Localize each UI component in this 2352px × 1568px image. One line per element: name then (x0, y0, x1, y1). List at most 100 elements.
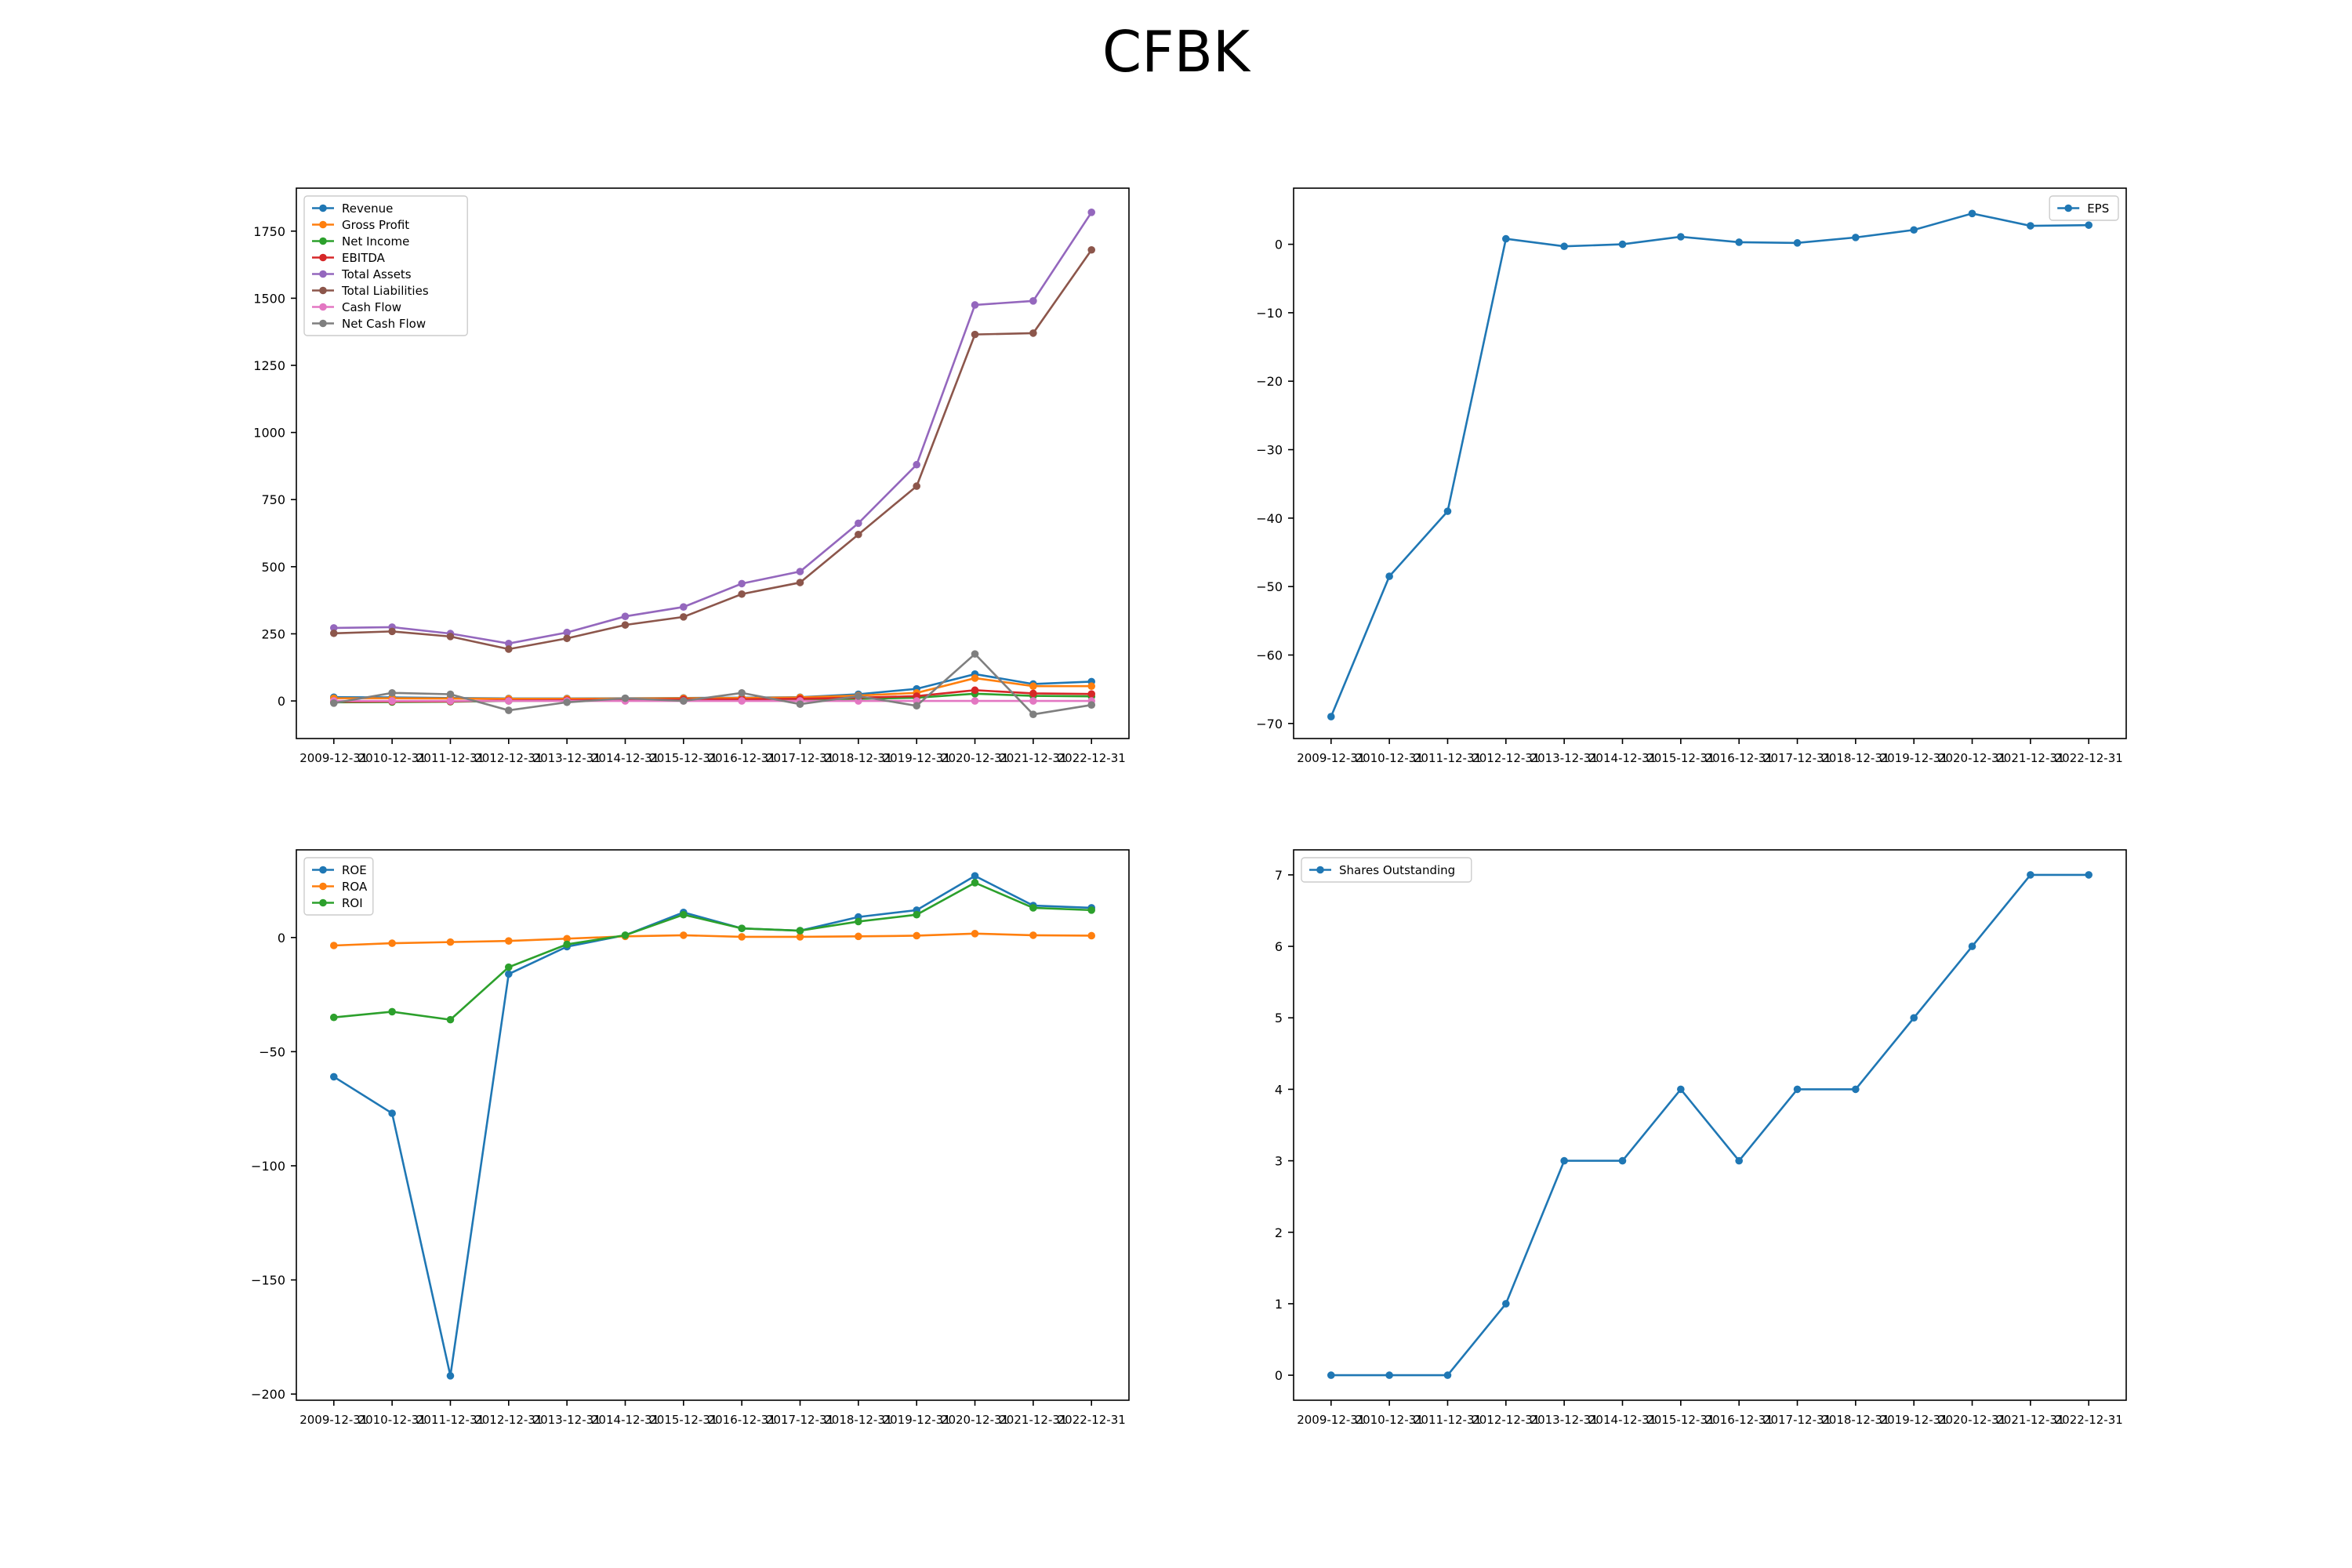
chart-ratios: 2009-12-312010-12-312011-12-312012-12-31… (251, 849, 1130, 1427)
legend-marker (319, 204, 327, 212)
x-tick-label: 2012-12-31 (474, 1413, 543, 1427)
data-point (738, 579, 746, 588)
x-tick-label: 2015-12-31 (649, 751, 717, 765)
data-point (1618, 240, 1627, 249)
data-point (446, 697, 455, 705)
y-tick-label: 250 (261, 626, 285, 641)
series-line-total-liabilities (333, 249, 1093, 651)
data-point (796, 579, 804, 586)
data-point (329, 1013, 338, 1022)
data-point (505, 937, 513, 945)
x-tick-label: 2016-12-31 (1705, 751, 1773, 765)
y-tick-label: 0 (1275, 238, 1283, 252)
data-point (1910, 1014, 1918, 1022)
y-tick-label: 7 (1275, 868, 1283, 883)
x-tick-label: 2013-12-31 (1530, 751, 1599, 765)
y-tick-label: 0 (278, 694, 285, 709)
data-point (1502, 234, 1510, 243)
y-tick-label: −70 (1256, 717, 1283, 731)
chart-financials: 2009-12-312010-12-312011-12-312012-12-31… (253, 187, 1130, 765)
data-point (971, 650, 979, 658)
legend-label: Shares Outstanding (1339, 863, 1455, 877)
data-point (329, 624, 338, 632)
data-point (1910, 226, 1918, 234)
x-tick-label: 2009-12-31 (1297, 1413, 1365, 1427)
data-point (1327, 1371, 1335, 1379)
data-point (971, 697, 979, 705)
x-tick-label: 2022-12-31 (1058, 751, 1126, 765)
data-point (1087, 906, 1096, 914)
data-point (388, 1109, 396, 1117)
data-point (1029, 697, 1037, 705)
data-point (855, 519, 862, 528)
y-tick-label: 6 (1275, 939, 1283, 954)
legend-marker (319, 237, 327, 245)
legend: EPS (2049, 195, 2119, 221)
x-tick-label: 2020-12-31 (941, 751, 1009, 765)
x-tick-label: 2009-12-31 (299, 751, 368, 765)
legend-marker (319, 882, 327, 891)
data-point (2027, 871, 2034, 879)
data-point (505, 963, 513, 971)
data-point (1029, 931, 1037, 939)
data-point (329, 1073, 338, 1081)
series-line-shares-outstanding (1330, 873, 2089, 1377)
x-tick-label: 2022-12-31 (2055, 751, 2123, 765)
y-tick-label: 1500 (253, 291, 285, 306)
x-tick-label: 2010-12-31 (358, 751, 426, 765)
data-point (855, 932, 862, 941)
data-point (388, 1007, 396, 1016)
x-tick-label: 2013-12-31 (1530, 1413, 1599, 1427)
y-tick-label: 3 (1275, 1154, 1283, 1169)
x-tick-label: 2013-12-31 (533, 1413, 601, 1427)
data-point (1087, 701, 1096, 709)
x-tick-label: 2011-12-31 (416, 1413, 485, 1427)
x-tick-label: 2017-12-31 (766, 751, 834, 765)
x-tick-label: 2018-12-31 (824, 1413, 892, 1427)
x-tick-label: 2020-12-31 (1938, 751, 2006, 765)
data-point (1385, 572, 1393, 580)
data-point (1327, 713, 1335, 720)
data-point (505, 645, 513, 653)
x-tick-label: 2021-12-31 (1996, 751, 2064, 765)
legend-marker (1316, 866, 1324, 874)
data-point (1029, 904, 1037, 912)
data-point (796, 933, 804, 941)
data-point (563, 935, 571, 943)
x-tick-label: 2017-12-31 (766, 1413, 834, 1427)
x-tick-label: 2014-12-31 (591, 751, 659, 765)
axes-frame (1293, 849, 2127, 1401)
data-point (1560, 1156, 1568, 1165)
x-tick-label: 2012-12-31 (474, 751, 543, 765)
data-point (388, 627, 396, 636)
data-point (621, 694, 630, 702)
y-tick-label: −10 (1256, 306, 1283, 321)
legend-label: ROI (342, 896, 363, 910)
x-tick-label: 2014-12-31 (1588, 751, 1657, 765)
data-point (971, 930, 979, 938)
x-tick-label: 2012-12-31 (1472, 1413, 1540, 1427)
series-line-roe (333, 874, 1092, 1377)
y-tick-label: 1000 (253, 426, 285, 441)
y-tick-label: 5 (1275, 1011, 1283, 1025)
legend-label: Net Cash Flow (342, 317, 426, 331)
data-point (738, 590, 746, 598)
y-tick-label: 1 (1275, 1297, 1283, 1312)
data-point (1087, 209, 1096, 216)
data-point (505, 697, 513, 705)
data-point (1677, 233, 1685, 241)
data-point (855, 917, 862, 926)
legend-box (303, 195, 468, 336)
data-point (913, 702, 920, 710)
legend-box (1301, 857, 1472, 883)
y-tick-label: −20 (1256, 374, 1283, 389)
data-point (1852, 1085, 1860, 1094)
x-tick-label: 2019-12-31 (1880, 751, 1948, 765)
legend-label: Net Income (342, 234, 409, 249)
data-point (738, 924, 746, 932)
x-tick-label: 2020-12-31 (941, 1413, 1009, 1427)
axes-frame (296, 187, 1130, 739)
x-tick-label: 2010-12-31 (1356, 751, 1424, 765)
y-tick-label: −150 (251, 1273, 285, 1288)
data-point (738, 697, 746, 705)
